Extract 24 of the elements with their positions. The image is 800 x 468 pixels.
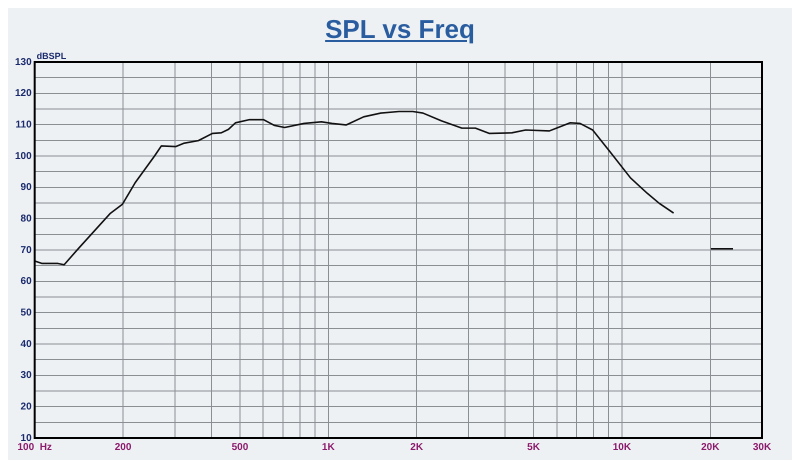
y-tick-label: 90	[20, 182, 32, 194]
x-tick-label: 1K	[322, 442, 336, 453]
x-tick-label: 30K	[752, 442, 772, 453]
y-tick-label: 10	[20, 432, 32, 444]
y-tick-label: 100	[14, 150, 32, 162]
y-tick-label: 30	[20, 370, 32, 382]
x-tick-label: 10K	[612, 442, 632, 453]
y-tick-label: 20	[20, 401, 32, 412]
y-axis-title: dBSPL	[36, 50, 67, 61]
y-tick-label: 60	[20, 276, 32, 288]
y-tick-label: 80	[20, 213, 32, 224]
y-tick-label: 70	[20, 244, 32, 256]
x-tick-label: 200	[114, 442, 132, 453]
x-tick-label: 2K	[410, 442, 424, 453]
chart-title: SPL vs Freq	[325, 14, 475, 44]
x-tick-label: 20K	[701, 442, 720, 453]
y-tick-label: 120	[14, 88, 32, 100]
y-tick-label: 130	[14, 56, 32, 68]
x-tick-label: 100 Hz	[17, 442, 52, 453]
y-tick-label: 110	[16, 119, 32, 130]
x-tick-label: 500	[232, 442, 249, 453]
y-tick-label: 40	[20, 338, 32, 350]
x-tick-label: 5K	[527, 442, 541, 453]
y-tick-label: 50	[20, 307, 32, 318]
